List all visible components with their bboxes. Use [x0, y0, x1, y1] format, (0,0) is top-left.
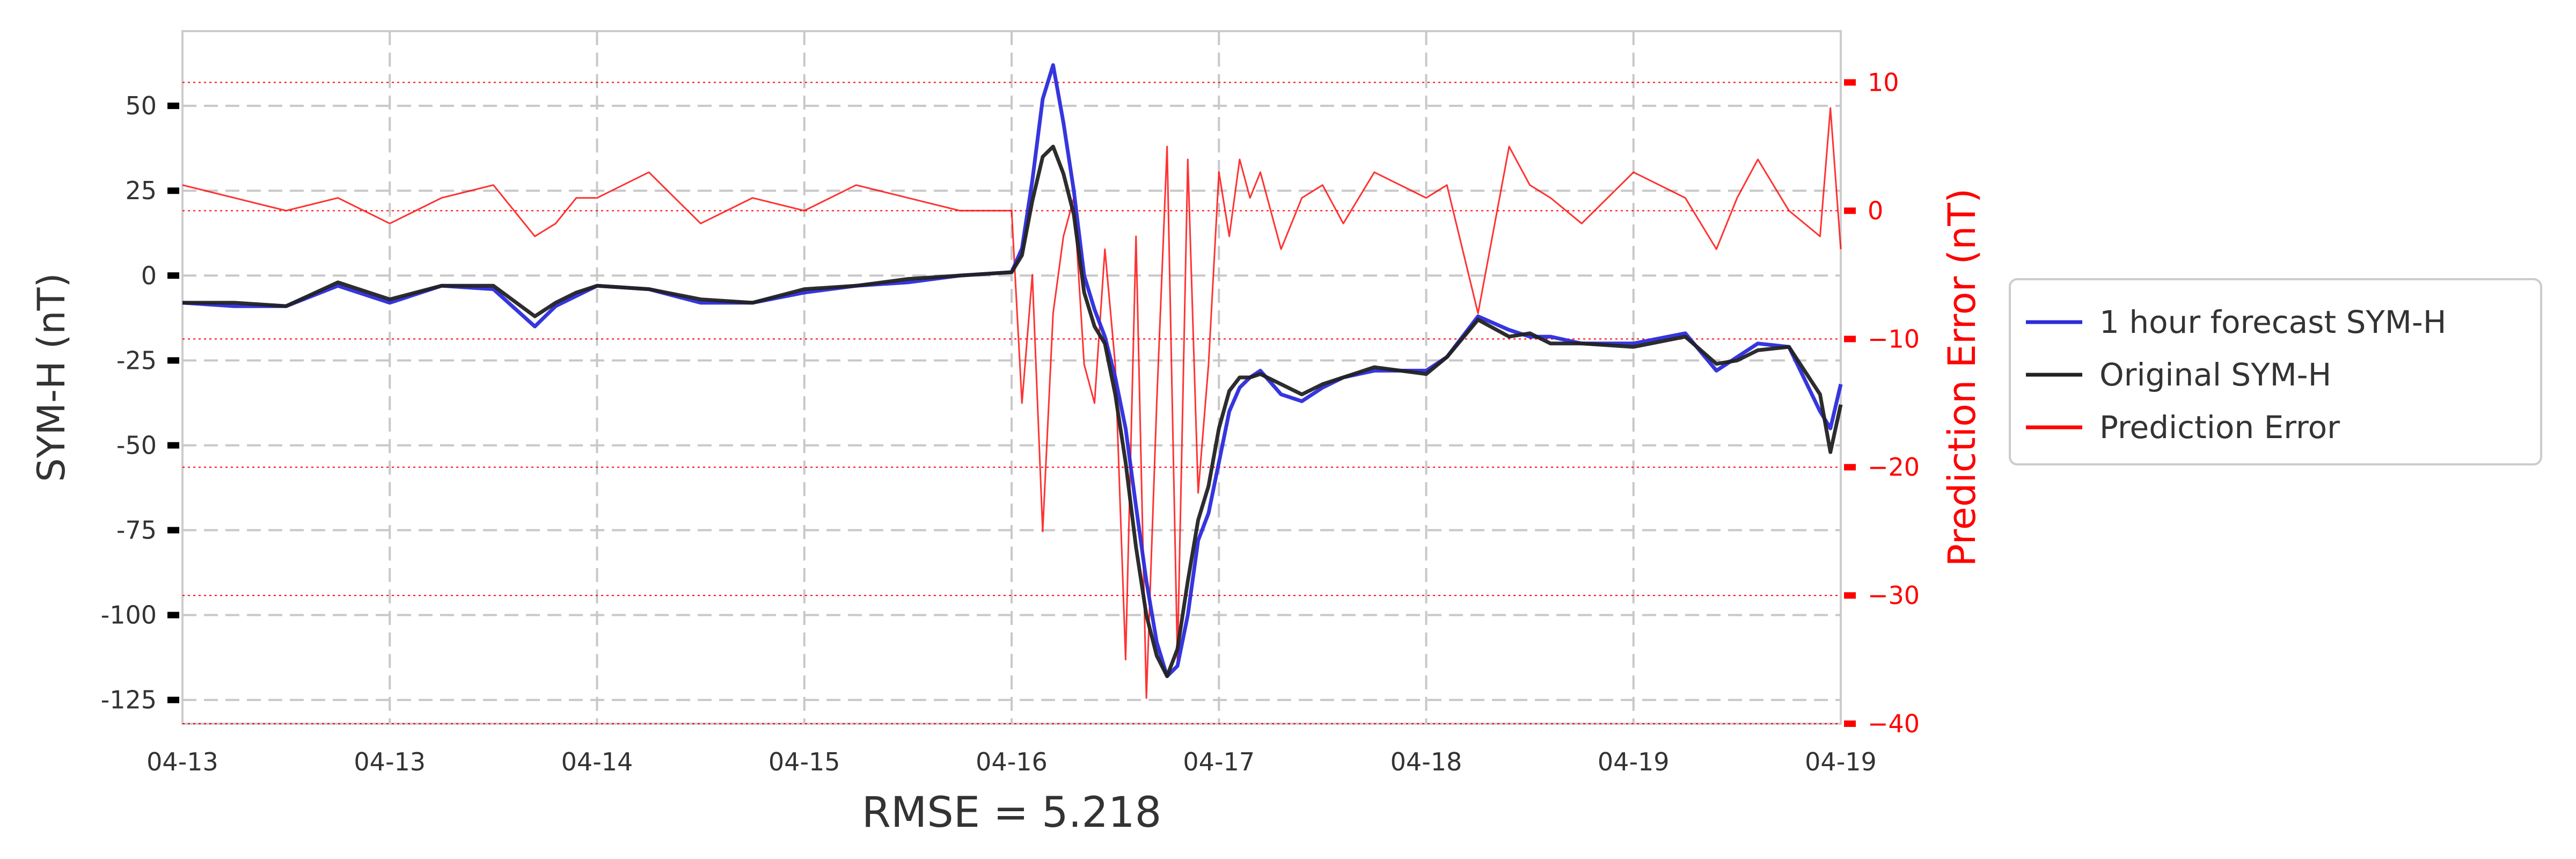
legend-box — [2009, 278, 2542, 465]
y-tick-label: 0 — [141, 261, 157, 290]
right-tick-label: 10 — [1868, 68, 1899, 97]
x-tick-label: 04-13 — [147, 747, 218, 776]
x-tick-label: 04-14 — [561, 747, 633, 776]
y-tick-label: -100 — [101, 601, 157, 630]
y-tick-label: 25 — [125, 176, 157, 205]
right-tick-label: −10 — [1868, 324, 1920, 353]
y-tick-label: -50 — [116, 431, 157, 460]
x-tick-label: 04-13 — [354, 747, 426, 776]
series-line-prediction-error — [182, 107, 1842, 699]
x-tick-label: 04-17 — [1183, 747, 1255, 776]
rmse-label: RMSE = 5.218 — [862, 789, 1162, 837]
legend: 1 hour forecast SYM-H Original SYM-H Predi… — [2009, 278, 2542, 465]
y-tick-label: -25 — [116, 346, 157, 375]
legend-label: 1 hour forecast SYM-H — [2099, 304, 2446, 340]
x-tick-label: 04-16 — [976, 747, 1048, 776]
y-tick-label: 50 — [125, 91, 157, 120]
x-tick-label: 04-15 — [769, 747, 840, 776]
legend-label: Prediction Error — [2099, 409, 2340, 446]
x-tick-label: 04-18 — [1391, 747, 1462, 776]
x-tick-label: 04-19 — [1598, 747, 1670, 776]
left-axis-title: SYM-H (nT) — [30, 273, 74, 482]
right-axis-title: Prediction Error (nT) — [1940, 188, 1984, 567]
right-tick-label: −20 — [1868, 453, 1920, 482]
x-tick-label: 04-19 — [1805, 747, 1877, 776]
grid-lines — [182, 31, 1841, 724]
right-tick-label: −30 — [1868, 581, 1920, 610]
y-tick-label: -75 — [116, 516, 157, 545]
series-layer — [182, 63, 1843, 699]
y-tick-label: -125 — [101, 686, 157, 715]
series-line-original-sym-h — [182, 144, 1843, 678]
axes-layer: 04-13 04-13 04-14 04-15 04-16 04-17 04-18 04-19… — [101, 68, 1920, 776]
right-tick-label: −40 — [1868, 709, 1920, 738]
legend-label: Original SYM-H — [2099, 356, 2331, 393]
right-tick-label: 0 — [1868, 196, 1883, 225]
